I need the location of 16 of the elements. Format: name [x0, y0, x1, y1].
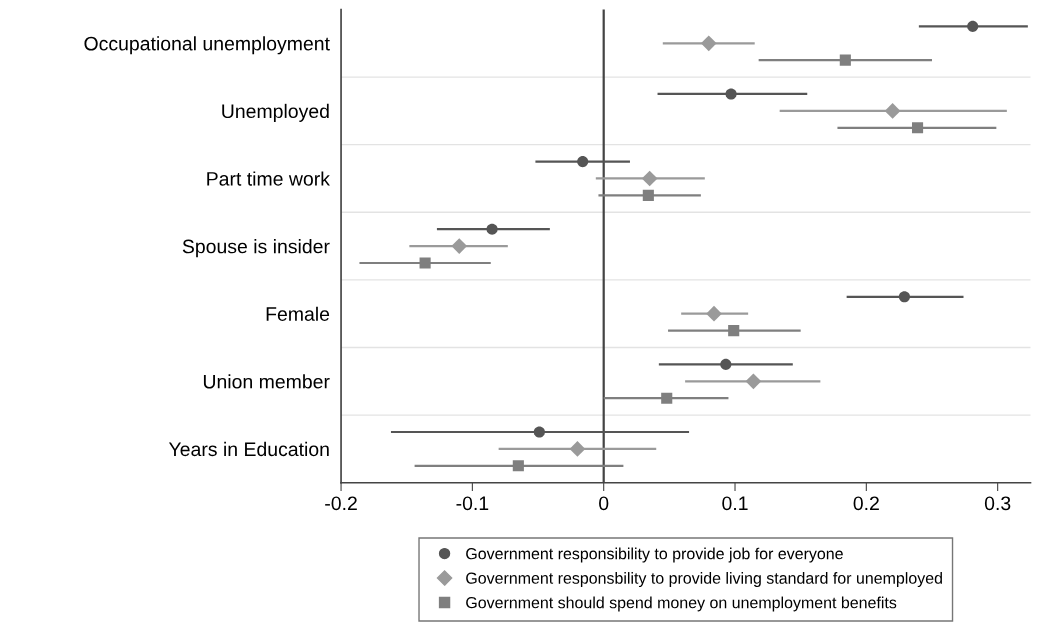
y-tick-label: Spouse is insider: [182, 239, 330, 258]
legend-label: Government should spend money on unemployment benefits: [466, 596, 897, 612]
x-tick-label: 0: [599, 496, 609, 511]
y-tick-label: Unemployed: [222, 103, 329, 122]
x-tick-label: -0.1: [456, 496, 489, 511]
x-tick-label: 0.3: [984, 496, 1011, 511]
y-tick-label: Female: [266, 306, 330, 321]
x-tick-label: -0.2: [325, 496, 357, 511]
y-tick-label: Part time work: [207, 171, 330, 186]
legend-label: Government responsbility to provide living standard for unemployed: [466, 572, 942, 587]
y-tick-label: Union member: [203, 374, 330, 389]
x-tick-label: 0.2: [853, 496, 879, 511]
y-tick-label: Occupational unemployment: [84, 36, 330, 55]
y-tick-label: Years in Education: [168, 441, 329, 457]
legend-label: Government responsibility to provide job for everyone: [466, 547, 843, 563]
x-tick-label: 0.1: [722, 496, 748, 511]
